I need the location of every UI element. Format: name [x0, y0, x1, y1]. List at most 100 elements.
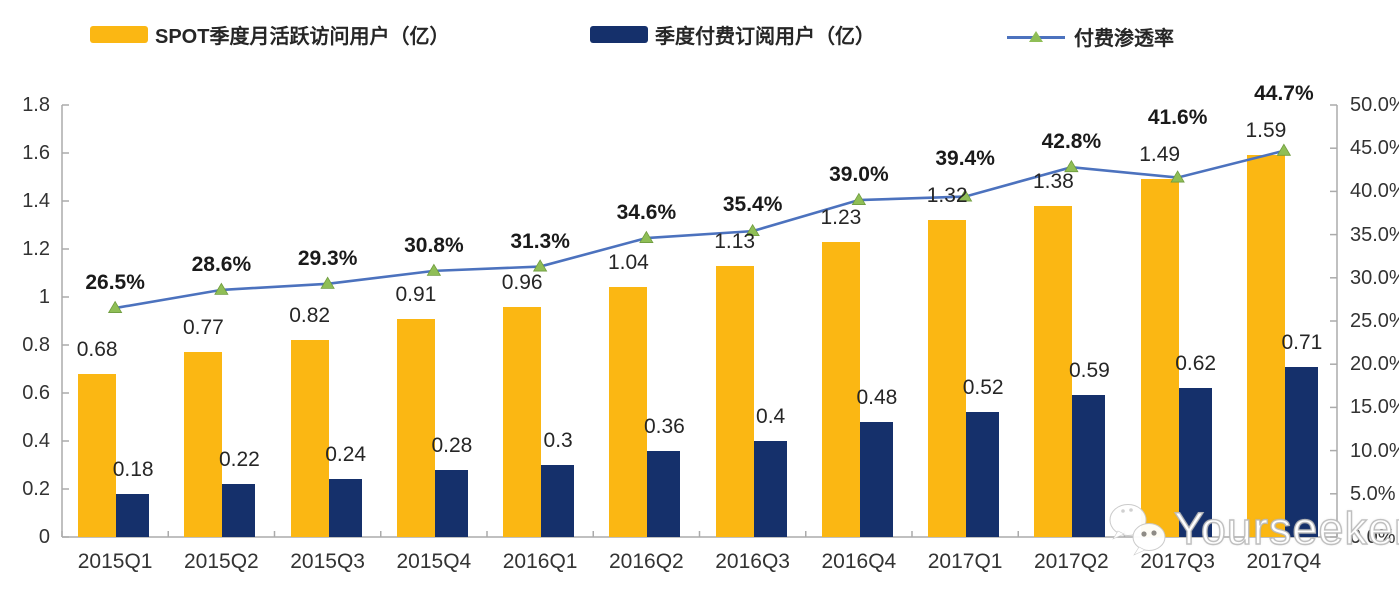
subs-bar	[859, 421, 893, 537]
mau-bar	[1140, 179, 1179, 537]
right-axis-tick-label: 25.0%	[1350, 310, 1399, 332]
penetration-value-label: 42.8%	[1041, 130, 1102, 154]
mau-value-label: 1.38	[1032, 169, 1074, 193]
left-axis-tick-label: 0.2	[22, 478, 50, 500]
subs-value-label: 0.24	[325, 443, 367, 467]
left-axis-tick-label: 1.6	[22, 142, 50, 164]
mau-legend-swatch-icon	[90, 26, 148, 43]
left-axis-tick-label: 1.2	[22, 238, 50, 260]
penetration-value-label: 29.3%	[297, 246, 358, 270]
subs-value-label: 0.4	[756, 405, 786, 428]
legend-label-subs: 季度付费订阅用户（亿）	[655, 26, 875, 48]
left-axis-tick-label: 0.8	[22, 334, 50, 356]
triangle-marker-icon	[957, 189, 973, 202]
triangle-marker-icon	[426, 263, 442, 276]
mau-bar	[503, 306, 542, 537]
subs-bar	[116, 493, 150, 537]
subs-value-label: 0.59	[1068, 359, 1110, 383]
triangle-marker-icon	[532, 259, 548, 272]
penetration-value-label: 30.8%	[404, 233, 464, 257]
subs-bar	[1284, 366, 1318, 537]
x-axis-label: 2017Q3	[1140, 550, 1215, 573]
mau-bar	[290, 340, 329, 537]
right-axis-tick-label: 35.0%	[1350, 223, 1399, 246]
penetration-value-label: 31.3%	[510, 229, 570, 253]
x-axis-label: 2016Q4	[821, 550, 897, 573]
x-axis-label: 2017Q1	[927, 550, 1003, 573]
penetration-value-label: 39.4%	[935, 147, 995, 171]
x-axis-label: 2015Q2	[184, 550, 259, 573]
mau-value-label: 0.82	[289, 304, 331, 328]
mau-bar	[396, 318, 435, 537]
triangle-marker-icon	[214, 282, 229, 295]
subs-value-label: 0.22	[218, 448, 260, 472]
penetration-value-label: 34.6%	[616, 201, 677, 225]
triangle-marker-icon	[851, 192, 867, 205]
subs-value-label: 0.36	[643, 414, 685, 438]
mau-bar	[821, 241, 860, 537]
legend-item-penetration: 付费渗透率	[1007, 22, 1174, 51]
mau-value-label: 0.96	[501, 270, 543, 294]
right-axis-tick-label: 5.0%	[1350, 482, 1396, 505]
triangle-marker-icon	[639, 230, 654, 243]
penetration-line	[114, 149, 1285, 310]
left-axis-tick-label: 0.4	[22, 430, 50, 452]
mau-bar	[928, 220, 967, 537]
triangle-marker-icon	[1064, 159, 1079, 173]
mau-value-label: 1.23	[820, 205, 862, 229]
triangle-marker-icon	[320, 276, 335, 289]
penetration-value-label: 41.6%	[1147, 106, 1208, 130]
mau-value-label: 1.32	[926, 184, 968, 208]
mau-bar	[184, 352, 223, 537]
subs-bar	[647, 450, 681, 537]
subs-value-label: 0.71	[1281, 330, 1323, 354]
subs-value-label: 0.28	[431, 433, 473, 457]
subs-value-label: 0.62	[1175, 352, 1217, 376]
left-axis-tick-label: 1.8	[22, 94, 50, 116]
legend-item-subs: 季度付费订阅用户（亿）	[590, 20, 875, 49]
right-axis-tick-label: 15.0%	[1350, 396, 1399, 419]
left-axis-tick-label: 1.4	[22, 190, 50, 212]
subs-bar	[1178, 388, 1212, 537]
triangle-marker-icon	[1170, 170, 1185, 183]
x-axis-label: 2016Q3	[715, 550, 790, 573]
right-axis-tick-label: 45.0%	[1350, 137, 1399, 160]
left-axis-tick-label: 0	[38, 526, 50, 548]
subs-bar	[222, 484, 256, 537]
triangle-marker-icon	[107, 300, 123, 313]
subs-bar	[966, 412, 1000, 537]
penetration-value-label: 28.6%	[191, 252, 252, 276]
subs-legend-swatch-icon	[590, 26, 648, 43]
x-axis-label: 2016Q2	[609, 550, 684, 573]
subs-bar	[753, 441, 787, 537]
mau-value-label: 1.49	[1139, 143, 1181, 167]
x-axis-label: 2015Q3	[290, 550, 365, 573]
triangle-marker-icon	[745, 223, 760, 237]
mau-bar	[715, 265, 754, 537]
penetration-value-label: 39.0%	[829, 163, 889, 187]
right-axis-tick-label: 30.0%	[1350, 266, 1399, 289]
triangle-marker-icon	[1276, 143, 1292, 156]
x-axis-label: 2017Q4	[1246, 550, 1322, 573]
subs-value-label: 0.52	[962, 376, 1004, 400]
subs-value-label: 0.48	[856, 385, 898, 409]
subs-bar	[434, 469, 468, 537]
right-axis-tick-label: 0.0%	[1350, 526, 1396, 548]
watermark-text: Yourseeker	[1173, 502, 1399, 554]
subs-bar	[328, 479, 362, 537]
mau-bar	[1034, 205, 1073, 537]
right-axis-tick-label: 50.0%	[1350, 94, 1399, 116]
x-axis-label: 2017Q2	[1034, 550, 1109, 573]
penetration-value-label: 35.4%	[722, 192, 783, 216]
mau-bar	[1246, 155, 1285, 537]
legend-item-mau: SPOT季度月活跃访问用户（亿）	[90, 20, 449, 49]
mau-value-label: 0.91	[395, 282, 437, 306]
mau-value-label: 0.77	[182, 316, 224, 340]
mau-bar	[609, 287, 648, 537]
watermark: Yourseeker	[1104, 498, 1399, 560]
x-axis-label: 2015Q1	[77, 550, 153, 573]
legend-label-mau: SPOT季度月活跃访问用户（亿）	[155, 26, 450, 48]
penetration-value-label: 26.5%	[85, 271, 145, 295]
